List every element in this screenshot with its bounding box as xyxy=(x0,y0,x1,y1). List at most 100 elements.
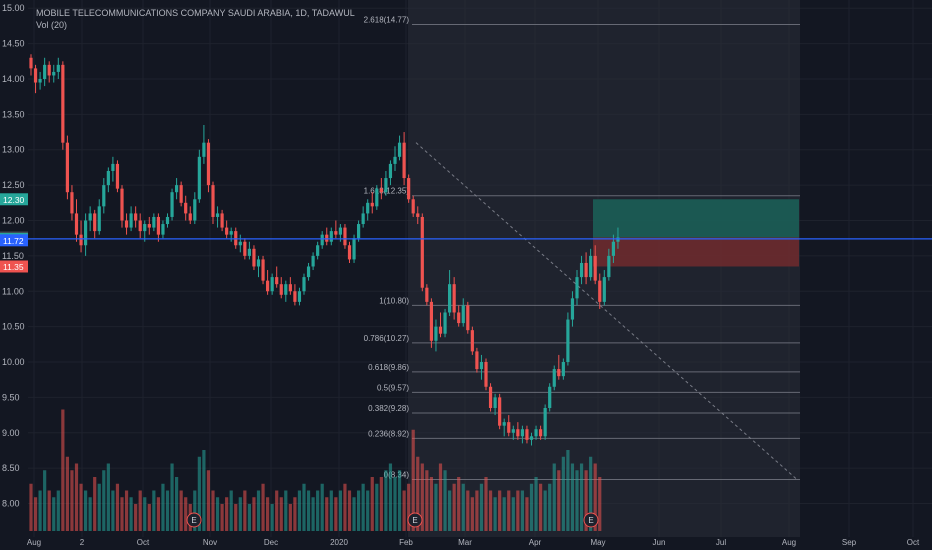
price-badge-label: 12.30 xyxy=(3,195,25,205)
volume-bar xyxy=(461,483,465,531)
volume-bar xyxy=(357,490,361,531)
y-axis-label: 13.00 xyxy=(2,145,25,155)
candle-body xyxy=(325,234,329,242)
volume-bar xyxy=(38,490,42,531)
candle-body xyxy=(343,227,347,246)
candle-body xyxy=(120,188,124,221)
volume-bar xyxy=(534,477,538,531)
volume-bar xyxy=(261,483,265,531)
x-axis-label: Dec xyxy=(264,538,278,547)
y-axis-label: 10.00 xyxy=(2,357,25,367)
volume-bar xyxy=(170,463,174,531)
y-axis-label: 12.00 xyxy=(2,216,25,226)
volume-bar xyxy=(247,504,251,531)
candle-body xyxy=(397,142,402,157)
volume-bar xyxy=(448,490,452,531)
volume-bar xyxy=(420,463,424,531)
volume-bar xyxy=(270,504,274,531)
candle-body xyxy=(502,422,506,426)
candle-body xyxy=(179,185,183,203)
candle-body xyxy=(525,429,529,440)
candle-body xyxy=(407,178,411,200)
y-axis-label: 11.00 xyxy=(2,286,24,296)
candle-body xyxy=(234,231,238,246)
volume-bar xyxy=(338,490,342,531)
y-axis-label: 9.50 xyxy=(2,392,20,402)
candle-body xyxy=(238,241,242,246)
candle-body xyxy=(566,319,570,363)
candle-body xyxy=(261,259,265,281)
symbol-title: MOBILE TELECOMMUNICATIONS COMPANY SAUDI … xyxy=(36,8,355,18)
volume-bar xyxy=(29,483,33,531)
fib-level-label: 0.618(9.86) xyxy=(368,363,409,372)
volume-bar xyxy=(93,477,97,531)
candle-body xyxy=(429,301,433,341)
volume-bar xyxy=(325,497,329,531)
candle-body xyxy=(402,142,406,179)
volume-bar xyxy=(193,490,197,531)
candle-body xyxy=(88,213,92,221)
volume-bar xyxy=(343,483,347,531)
x-axis-label: Jun xyxy=(653,538,666,547)
volume-bar xyxy=(561,456,565,531)
price-badge xyxy=(0,260,28,273)
candle-body xyxy=(197,156,201,200)
y-axis-label: 13.50 xyxy=(2,109,25,119)
fib-level-label: 0.382(9.28) xyxy=(368,404,409,413)
earnings-event-label: E xyxy=(412,516,417,525)
volume-bar xyxy=(316,490,320,531)
candle-body xyxy=(38,78,42,83)
candle-body xyxy=(29,57,33,69)
volume-bar xyxy=(147,504,151,531)
volume-bar xyxy=(311,497,315,531)
candle-body xyxy=(511,429,515,433)
volume-bar xyxy=(557,470,561,531)
volume-bar xyxy=(452,483,456,531)
candle-body xyxy=(306,266,311,278)
volume-bar xyxy=(397,470,402,531)
volume-bar xyxy=(511,497,515,531)
candle-body xyxy=(56,64,60,72)
volume-bar xyxy=(407,483,411,531)
candle-body xyxy=(33,68,38,83)
y-axis-label: 10.50 xyxy=(2,322,25,332)
volume-bar xyxy=(570,463,575,531)
volume-bar xyxy=(302,483,306,531)
volume-bar xyxy=(384,470,388,531)
candle-body xyxy=(584,262,588,278)
x-axis-label: 2020 xyxy=(330,538,348,547)
candle-body xyxy=(438,326,443,334)
volume-bar xyxy=(589,456,593,531)
volume-bar xyxy=(70,470,74,531)
volume-bar xyxy=(102,470,106,531)
volume-bar xyxy=(334,497,338,531)
volume-bar xyxy=(388,463,393,531)
candle-body xyxy=(352,238,356,260)
volume-bar xyxy=(138,490,142,531)
candle-body xyxy=(161,224,165,235)
candle-body xyxy=(379,188,383,193)
volume-bar xyxy=(579,463,584,531)
candle-body xyxy=(206,142,211,186)
candle-body xyxy=(361,213,365,225)
candle-body xyxy=(347,245,352,260)
volume-bar xyxy=(243,490,247,531)
candle-body xyxy=(165,216,170,225)
volume-bar xyxy=(347,490,352,531)
price-badge-label: 11.72 xyxy=(3,236,24,246)
volume-bar xyxy=(156,497,160,531)
x-axis-label: Aug xyxy=(27,538,41,547)
candle-body xyxy=(579,262,584,278)
candle-body xyxy=(570,298,575,320)
candle-body xyxy=(43,64,47,79)
volume-bar xyxy=(225,497,229,531)
y-axis-label: 8.00 xyxy=(2,499,20,509)
candle-body xyxy=(124,220,129,228)
volume-bar xyxy=(457,477,461,531)
volume-bar xyxy=(306,490,311,531)
volume-bar xyxy=(352,497,356,531)
y-axis-label: 9.00 xyxy=(2,428,20,438)
candle-body xyxy=(607,255,611,278)
candle-body xyxy=(470,330,474,352)
